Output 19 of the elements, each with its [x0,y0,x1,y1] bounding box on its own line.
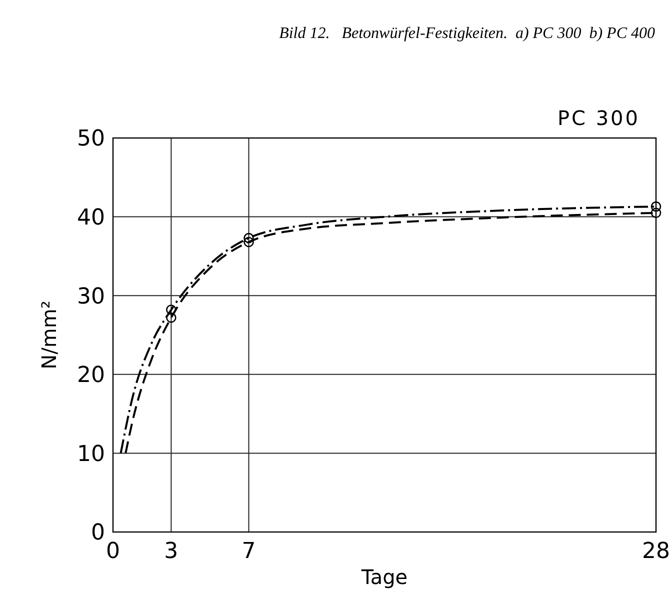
x-tick-label: 7 [242,539,256,564]
y-tick-label: 0 [91,520,105,546]
point [166,304,176,315]
point [166,312,176,323]
point [650,201,662,212]
point [244,236,254,248]
point [244,232,254,244]
y-tick-label: 40 [77,206,105,230]
y-tick-label: 50 [77,126,105,152]
y-tick-label: 10 [77,442,105,467]
y-tick-label: 20 [77,363,105,388]
y-axis-title: N/mm² [37,300,61,370]
chart-subtitle: PC 300 [557,106,640,130]
chart-title: Bild 12. Betonwürfel-Festigkeiten. a) PC 300 b) PC 400 [279,25,655,42]
point [650,208,662,218]
y-tick-label: 30 [77,284,105,310]
x-axis-title: Tage [360,565,408,589]
x-tick-label: 28 [642,539,670,564]
x-tick-label: 3 [164,539,178,564]
